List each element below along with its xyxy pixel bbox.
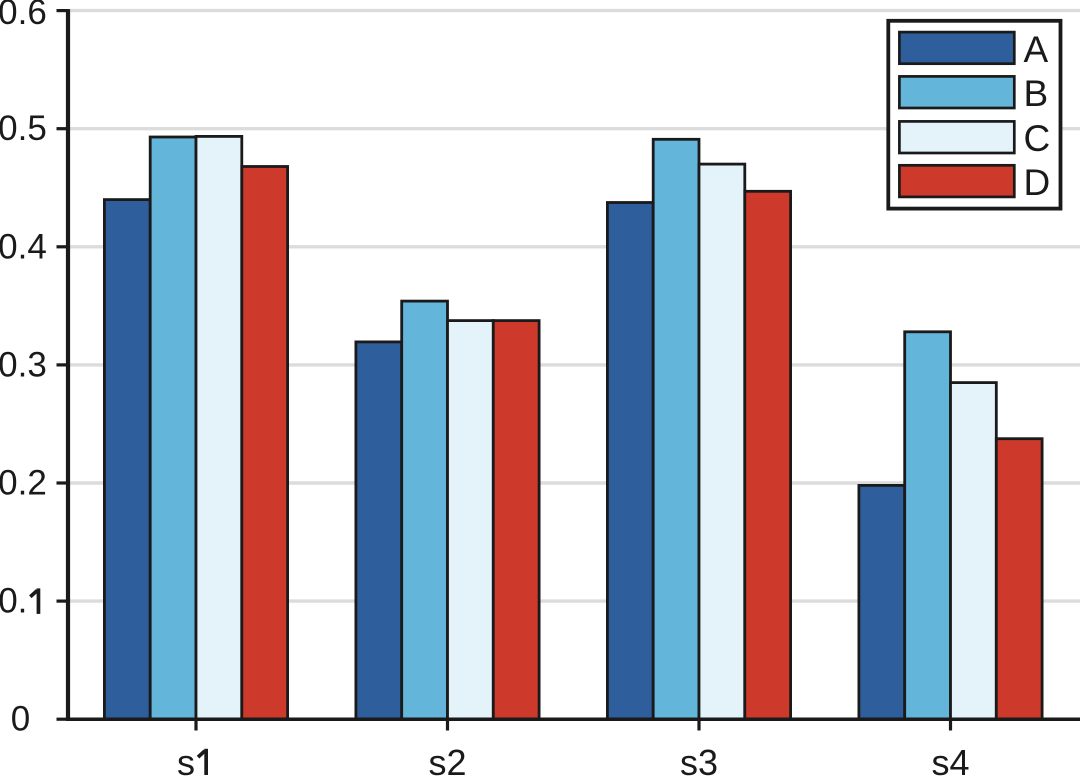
svg-text:C: C (1024, 118, 1051, 159)
svg-text:0: 0 (11, 700, 30, 739)
svg-text:s3: s3 (680, 742, 718, 776)
svg-text:0.: 0. (0, 582, 27, 621)
svg-text:0.4: 0.4 (0, 227, 47, 266)
svg-text:s4: s4 (931, 742, 969, 776)
svg-text:A: A (1024, 29, 1049, 70)
svg-text:0.5: 0.5 (0, 109, 47, 148)
svg-text:0.3: 0.3 (0, 345, 47, 384)
svg-text:B: B (1024, 73, 1049, 114)
svg-text:D: D (1024, 162, 1051, 203)
svg-text:0.6: 0.6 (0, 0, 47, 32)
svg-text:0.2: 0.2 (0, 464, 47, 503)
svg-text:s2: s2 (428, 742, 466, 776)
svg-text:s: s (177, 742, 195, 776)
